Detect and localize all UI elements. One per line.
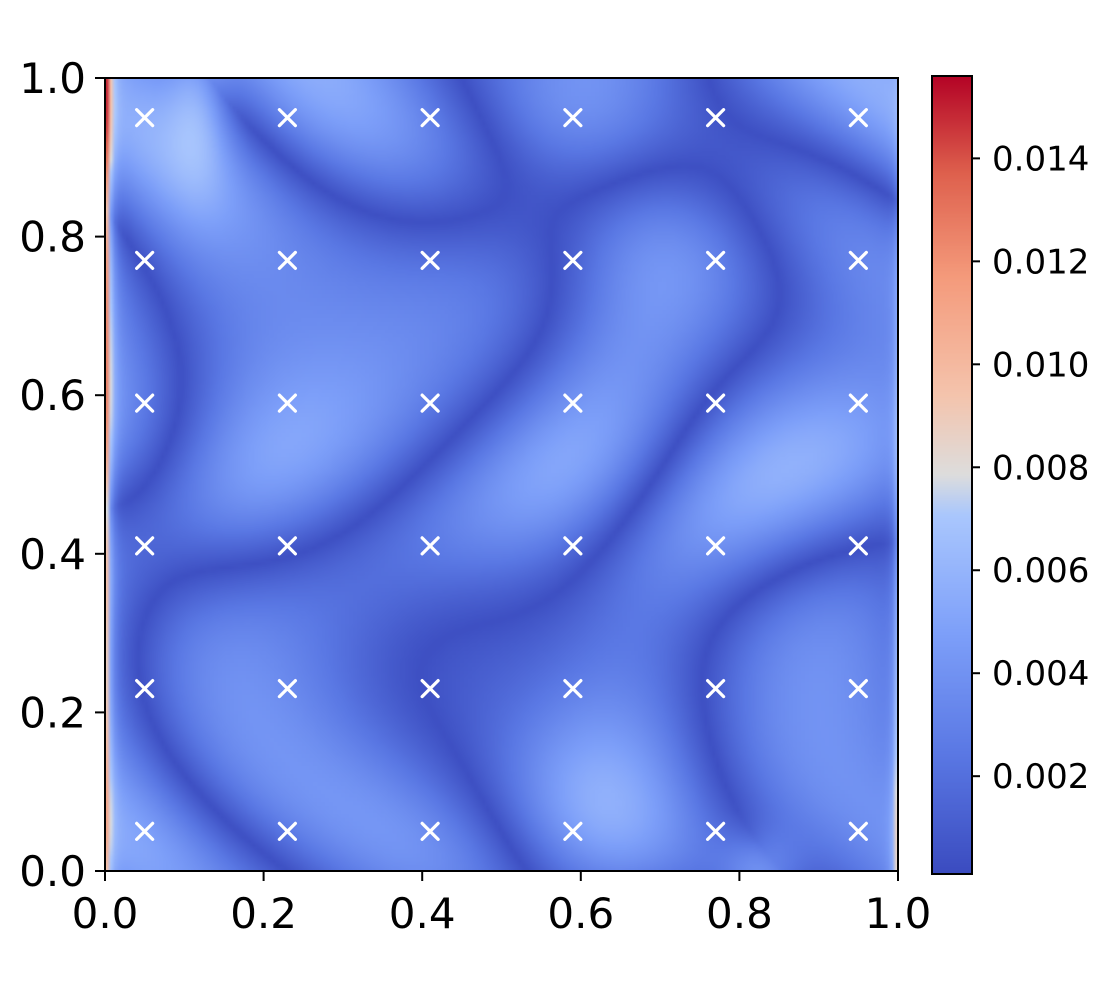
x-axis-ticks: 0.0 0.2 0.4 0.6 0.8 1.0 xyxy=(72,871,932,938)
sample-point-marker xyxy=(277,536,297,556)
y-tick-label: 0.2 xyxy=(19,688,86,737)
sample-point-marker xyxy=(706,679,726,699)
sample-point-marker xyxy=(563,108,583,128)
sample-point-marker xyxy=(135,536,155,556)
sample-point-marker xyxy=(848,108,868,128)
sample-point-marker xyxy=(848,393,868,413)
y-tick-label: 0.0 xyxy=(19,847,86,896)
colorbar-tick-label: 0.010 xyxy=(992,345,1089,385)
y-tick-label: 1.0 xyxy=(19,54,86,103)
sample-point-marker xyxy=(563,393,583,413)
sample-point-marker xyxy=(563,679,583,699)
sample-point-marker xyxy=(706,250,726,270)
x-tick-label: 1.0 xyxy=(865,889,932,938)
sample-point-marker xyxy=(135,250,155,270)
sample-point-marker xyxy=(848,679,868,699)
plot-frame xyxy=(104,77,899,872)
y-tick-label: 0.4 xyxy=(19,530,86,579)
sample-point-marker xyxy=(135,108,155,128)
colorbar-tick-label: 0.006 xyxy=(992,551,1089,591)
sample-point-marker xyxy=(277,250,297,270)
colorbar-tick-label: 0.008 xyxy=(992,448,1089,488)
sample-point-marker xyxy=(277,108,297,128)
sample-point-marker xyxy=(848,821,868,841)
y-tick-label: 0.8 xyxy=(19,213,86,262)
y-tick-label: 0.6 xyxy=(19,371,86,420)
sample-point-marker xyxy=(135,679,155,699)
sample-point-marker xyxy=(706,821,726,841)
colorbar-frame xyxy=(931,75,973,875)
sample-point-marker xyxy=(848,250,868,270)
x-tick-label: 0.8 xyxy=(706,889,773,938)
x-tick-label: 0.6 xyxy=(547,889,614,938)
colorbar-ticks: 0.002 0.004 0.006 0.008 0.010 0.012 0.01… xyxy=(972,139,1089,797)
sample-point-marker xyxy=(706,393,726,413)
sample-point-marker xyxy=(420,679,440,699)
sample-point-marker xyxy=(420,393,440,413)
colorbar-gradient xyxy=(932,76,972,874)
sample-point-marker xyxy=(706,536,726,556)
sample-point-marker xyxy=(135,821,155,841)
sample-point-marker xyxy=(848,536,868,556)
sample-point-marker xyxy=(135,393,155,413)
sample-point-marker xyxy=(277,393,297,413)
sample-point-marker xyxy=(420,821,440,841)
heatmap-image xyxy=(105,78,898,871)
colorbar-tick-label: 0.004 xyxy=(992,654,1089,694)
sample-point-markers xyxy=(135,108,868,841)
sample-point-marker xyxy=(563,250,583,270)
sample-point-marker xyxy=(277,821,297,841)
x-tick-label: 0.4 xyxy=(389,889,456,938)
colorbar-tick-label: 0.002 xyxy=(992,757,1089,797)
sample-point-marker xyxy=(277,679,297,699)
sample-point-marker xyxy=(420,536,440,556)
colorbar-tick-label: 0.014 xyxy=(992,139,1089,179)
sample-point-marker xyxy=(420,250,440,270)
colorbar-tick-label: 0.012 xyxy=(992,242,1089,282)
sample-point-marker xyxy=(420,108,440,128)
x-tick-label: 0.0 xyxy=(72,889,139,938)
sample-point-marker xyxy=(706,108,726,128)
y-axis-ticks: 0.0 0.2 0.4 0.6 0.8 1.0 xyxy=(19,54,105,896)
sample-point-marker xyxy=(563,821,583,841)
sample-point-marker xyxy=(563,536,583,556)
x-tick-label: 0.2 xyxy=(230,889,297,938)
